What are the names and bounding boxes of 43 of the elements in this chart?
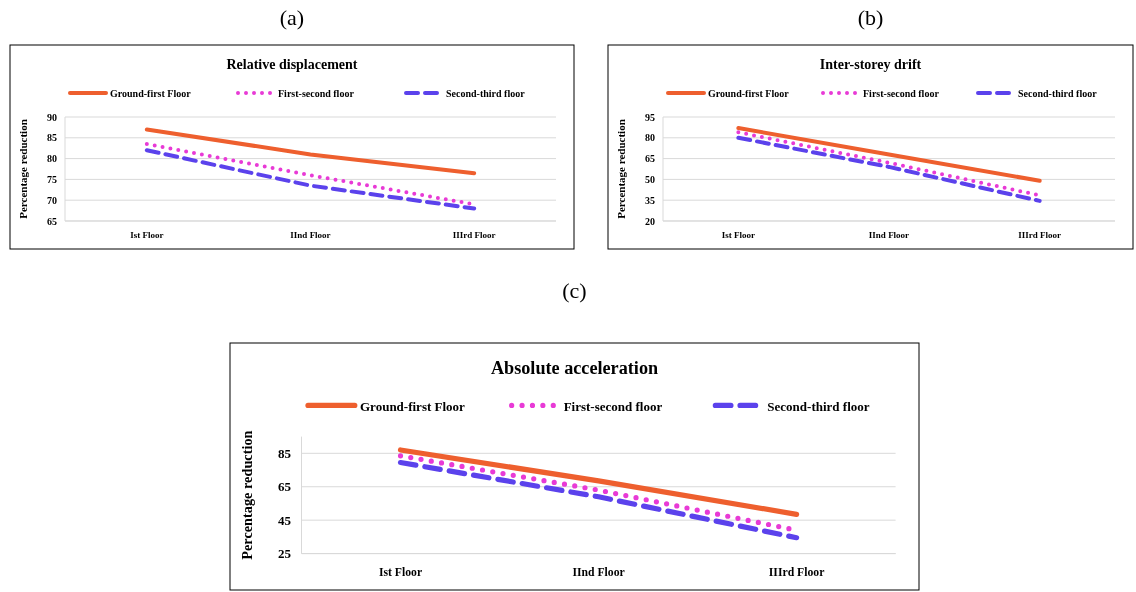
chart-title: Absolute acceleration	[490, 358, 659, 379]
y-tick-label: 70	[47, 194, 57, 206]
y-tick-label: 35	[645, 194, 655, 206]
legend-label: Second-third floor	[767, 398, 870, 414]
y-tick-label: 75	[47, 173, 57, 185]
chart-subtitle: (c)	[562, 278, 587, 303]
x-tick-label: IInd Floor	[572, 565, 625, 579]
x-tick-label: IInd Floor	[290, 230, 331, 240]
y-tick-label: 90	[47, 111, 57, 123]
y-tick-label: 85	[47, 132, 57, 144]
y-tick-label: 20	[645, 215, 655, 227]
y-tick-label: 80	[47, 153, 57, 165]
x-tick-label: Ist Floor	[721, 230, 755, 240]
y-tick-label: 45	[278, 512, 292, 528]
y-tick-label: 80	[645, 132, 655, 144]
x-tick-label: Ist Floor	[378, 565, 423, 579]
y-tick-label: 65	[645, 153, 655, 165]
x-tick-label: IInd Floor	[868, 230, 910, 240]
legend-label: Second-third floor	[446, 88, 526, 99]
y-axis-title: Percentage reduction	[615, 119, 627, 219]
chart-title: Relative displacement	[226, 57, 358, 72]
legend-label: Second-third floor	[1018, 88, 1098, 99]
x-tick-label: IIIrd Floor	[768, 565, 825, 579]
legend-label: Ground-first Floor	[360, 398, 466, 414]
y-tick-label: 25	[278, 546, 292, 562]
y-tick-label: 50	[645, 173, 655, 185]
y-tick-label: 95	[645, 111, 655, 123]
x-tick-label: Ist Floor	[130, 230, 164, 240]
y-tick-label: 65	[47, 215, 57, 227]
y-tick-label: 65	[278, 479, 292, 495]
legend-label: First-second floor	[563, 398, 663, 414]
y-tick-label: 85	[278, 445, 292, 461]
chart-subtitle: (a)	[279, 5, 305, 30]
legend-label: Ground-first Floor	[110, 88, 192, 99]
x-tick-label: IIIrd Floor	[452, 230, 496, 240]
legend-label: First-second floor	[278, 88, 355, 99]
chart-title: Inter-storey drift	[819, 57, 922, 72]
legend-label: First-second floor	[863, 88, 940, 99]
x-tick-label: IIIrd Floor	[1018, 230, 1062, 240]
y-axis-title: Percentage reduction	[17, 119, 29, 219]
y-axis-title: Percentage reduction	[239, 430, 256, 560]
chart-subtitle: (b)	[857, 5, 884, 30]
legend-label: Ground-first Floor	[708, 88, 790, 99]
